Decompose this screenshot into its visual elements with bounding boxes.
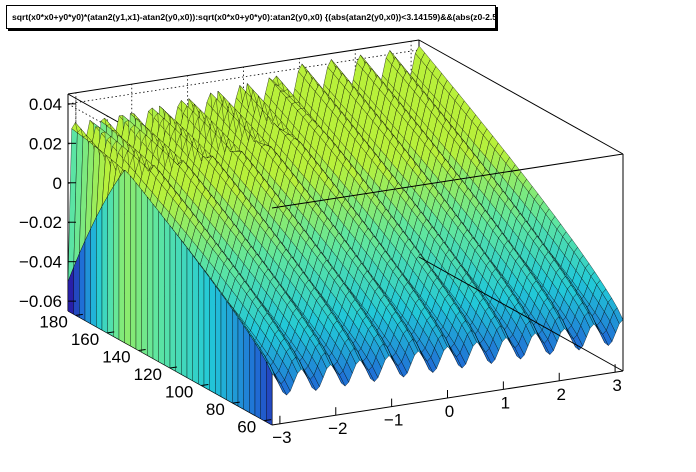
surface-side-cell — [147, 196, 154, 359]
surface-mesh — [67, 45, 624, 426]
x-tick-label: 0 — [445, 402, 454, 421]
x-tick-label: −1 — [384, 411, 403, 430]
x-tick-label: 1 — [501, 393, 510, 412]
x-tick-label: 3 — [612, 376, 621, 395]
surface-side-cell — [169, 225, 176, 372]
z-tick-label: 0.02 — [29, 134, 62, 153]
z-tick-label: 0 — [53, 174, 62, 193]
surface-side-cell — [266, 361, 273, 426]
surface-side-cell — [152, 203, 159, 362]
surface-side-cell — [124, 169, 131, 347]
surface-side-cell — [90, 217, 97, 328]
y-tick-label: 60 — [237, 418, 256, 437]
z-tick-label: −0.02 — [19, 213, 62, 232]
surface-side-cell — [192, 254, 199, 385]
surface-side-cell — [232, 308, 239, 407]
y-tick — [75, 313, 83, 316]
surface-side-cell — [107, 186, 114, 337]
surface-side-cell — [118, 169, 125, 343]
y-tick — [201, 384, 209, 387]
y-tick — [169, 366, 178, 369]
surface-side-cell — [209, 277, 216, 394]
y-tick-label: 160 — [71, 330, 99, 349]
surface-side-cell — [164, 218, 171, 369]
surface-side-cell — [84, 228, 91, 324]
x-tick-label: −3 — [272, 428, 291, 447]
surface-side-cell — [226, 300, 233, 404]
surface-side-cell — [130, 175, 137, 350]
surface-side-cell — [249, 333, 256, 416]
surface-side-cell — [203, 269, 210, 391]
axis-ticks — [68, 103, 616, 424]
surface-side-cell — [220, 292, 227, 400]
chart-title: sqrt(x0*x0+y0*y0)*(atan2(y1,x1)-atan2(y0… — [6, 5, 496, 29]
surface-side-cell — [135, 182, 142, 353]
right-bottom-edge — [418, 256, 624, 372]
y-tick-label: 180 — [39, 312, 67, 331]
surface-cell — [613, 307, 624, 325]
y-tick-label: 140 — [102, 348, 130, 367]
y-tick-label: 80 — [206, 400, 225, 419]
surface-side-cell — [101, 195, 108, 334]
surface-side-cell — [96, 206, 103, 331]
right-top-edge — [418, 39, 624, 155]
surface-side-cell — [260, 351, 267, 423]
z-tick-label: −0.04 — [19, 253, 62, 272]
surface-side-cell — [175, 232, 182, 375]
front-top-edge — [271, 153, 624, 209]
surface-side-cell — [186, 247, 193, 381]
surface-side-cell — [215, 285, 222, 397]
y-tick-label: 120 — [134, 365, 162, 384]
y-tick — [138, 348, 146, 351]
surface-side-cell — [158, 210, 165, 366]
y-tick — [107, 331, 115, 334]
x-tick-label: −2 — [328, 419, 347, 438]
surface-side-cell — [141, 189, 148, 356]
surface-side-cell — [79, 240, 86, 321]
z-tick-label: −0.06 — [19, 292, 62, 311]
y-tick — [232, 401, 240, 404]
surface-side-cell — [237, 316, 244, 410]
surface-side-cell — [254, 342, 261, 419]
y-tick-label: 100 — [165, 383, 193, 402]
surface-side-cell — [198, 262, 205, 388]
x-tick-label: 2 — [556, 385, 565, 404]
y-tick — [264, 419, 272, 422]
surface-side-cell — [181, 239, 188, 378]
z-tick-label: 0.04 — [29, 95, 62, 114]
surface-side-cell — [243, 325, 250, 413]
surface-side-cell — [113, 177, 120, 340]
